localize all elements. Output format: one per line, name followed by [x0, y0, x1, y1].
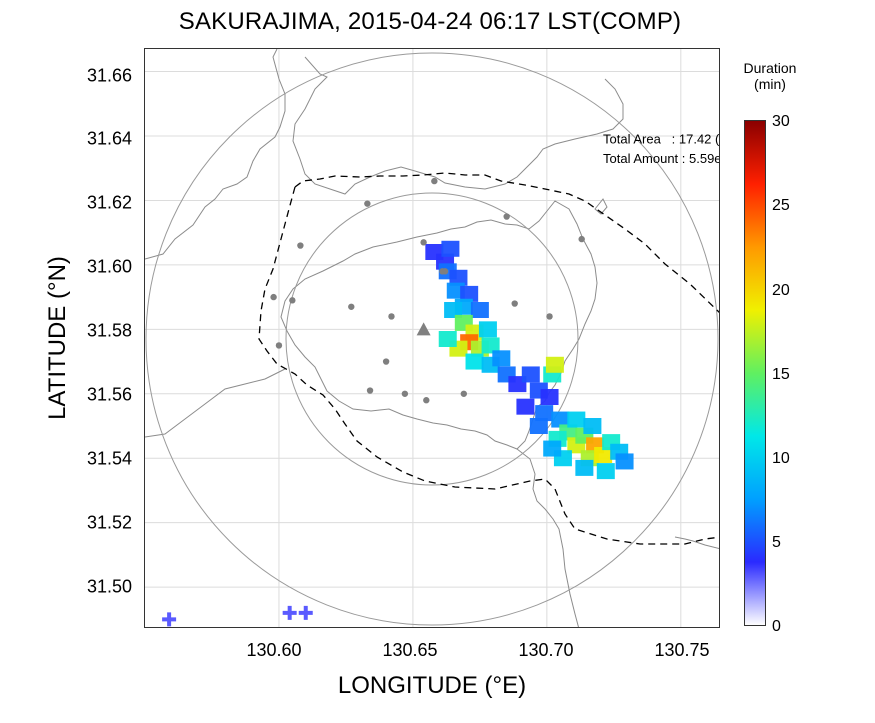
plume-cell [529, 418, 548, 434]
plume-cell [516, 398, 535, 415]
station-dot [503, 213, 510, 220]
plume-cell [449, 269, 468, 286]
station-dot [441, 268, 449, 275]
x-tick-label: 130.70 [518, 640, 574, 660]
cross-markers [162, 605, 313, 627]
cross-marker [162, 612, 177, 627]
colorbar-tick-label: 5 [772, 534, 781, 551]
plume-cell [444, 302, 463, 318]
plume-cell [478, 321, 497, 338]
x-tick-label: 130.60 [246, 640, 302, 660]
station-dot [275, 342, 283, 349]
station-dot [546, 313, 553, 320]
station-dot [364, 200, 371, 207]
range-circle-inner [285, 192, 579, 486]
station-dot [511, 300, 518, 307]
coastline-north [145, 49, 286, 260]
map-title: SAKURAJIMA, 2015-04-24 06:17 LST(COMP) [178, 8, 682, 35]
x-tick-label: 130.75 [654, 640, 710, 660]
y-tick-label: 31.50 [86, 576, 132, 597]
station-dot [366, 387, 374, 394]
colorbar-tick-label: 30 [772, 113, 790, 130]
plume-cell [470, 302, 489, 318]
plume-cell [567, 411, 586, 428]
plume-cell [596, 463, 615, 480]
total-area-text: Total Area : 17.42 (km [603, 131, 720, 147]
y-tick-label: 31.58 [86, 320, 132, 341]
station-dot [348, 303, 355, 310]
y-tick-label: 31.54 [86, 448, 132, 469]
y-tick-label: 31.52 [86, 512, 132, 533]
station-dot [401, 390, 409, 397]
range-circles [145, 52, 719, 626]
colorbar-title-line2: (min) [754, 76, 786, 92]
total-amount-text: Total Amount : 5.59e+06 (kg) [603, 151, 719, 167]
range-circle-outer [145, 52, 719, 626]
y-tick-label: 31.60 [86, 256, 132, 277]
map-panel: Total Area : 17.42 (km2) Total Amount : … [144, 48, 720, 628]
coastline-island [594, 198, 608, 215]
y-tick-label: 31.66 [86, 65, 132, 86]
map-canvas [145, 49, 719, 627]
coastline-southeast [516, 448, 579, 627]
station-dot [420, 239, 427, 246]
station-dot [382, 358, 390, 365]
station-dot [460, 390, 468, 397]
colorbar-tick-label: 10 [772, 450, 790, 467]
coastline-northeast [292, 56, 624, 195]
plume-cell [460, 285, 479, 302]
plume-cell [425, 244, 444, 260]
station-dot [388, 313, 395, 320]
ash-plume-layer [425, 240, 634, 480]
coastline-west [145, 368, 286, 438]
plume-cell [481, 337, 500, 354]
plume-cell [535, 405, 554, 422]
total-area-line: Total Area : 17.42 (km2) [603, 125, 720, 149]
cross-marker [298, 605, 313, 620]
plume-cell [551, 411, 570, 428]
stats-box: Total Area : 17.42 (km2) Total Amount : … [603, 125, 720, 169]
cross-marker [282, 605, 297, 620]
plume-cell [575, 459, 594, 476]
plume-cell [594, 447, 613, 463]
station-dot [423, 397, 430, 404]
colorbar-tick-label: 15 [772, 366, 790, 383]
coastline [145, 49, 719, 627]
station-markers [270, 177, 585, 404]
x-axis-label: LONGITUDE (°E) [337, 672, 527, 699]
plume-cell [615, 453, 634, 470]
plume-cell [540, 389, 559, 405]
y-tick-label: 31.64 [86, 128, 132, 149]
station-dot [297, 242, 304, 249]
colorbar [744, 120, 766, 626]
plume-cell [521, 366, 540, 383]
station-dot [270, 293, 277, 301]
plume-cell [441, 240, 460, 257]
sakurajima-coast [280, 200, 598, 450]
grid-lines [145, 49, 719, 627]
plume-cell [583, 418, 602, 434]
plume-cell [465, 353, 484, 370]
y-tick-label: 31.56 [86, 384, 132, 405]
coastline-east [674, 536, 719, 550]
plume-cell [545, 356, 564, 373]
y-tick-label: 31.62 [86, 192, 132, 213]
colorbar-title: Duration (min) [728, 60, 812, 92]
plume-cell [438, 331, 457, 347]
x-tick-label: 130.65 [382, 640, 438, 660]
station-dot [289, 297, 296, 304]
colorbar-tick-label: 25 [772, 197, 790, 214]
colorbar-tick-label: 20 [772, 282, 790, 299]
colorbar-tick-label: 0 [772, 618, 781, 635]
crater-triangle-icon [416, 322, 431, 336]
colorbar-title-line1: Duration [743, 60, 797, 76]
plume-cell [543, 440, 562, 457]
observation-boundary [258, 172, 719, 545]
station-dot [431, 177, 438, 185]
station-dot [578, 235, 585, 243]
plume-cell [492, 350, 511, 367]
